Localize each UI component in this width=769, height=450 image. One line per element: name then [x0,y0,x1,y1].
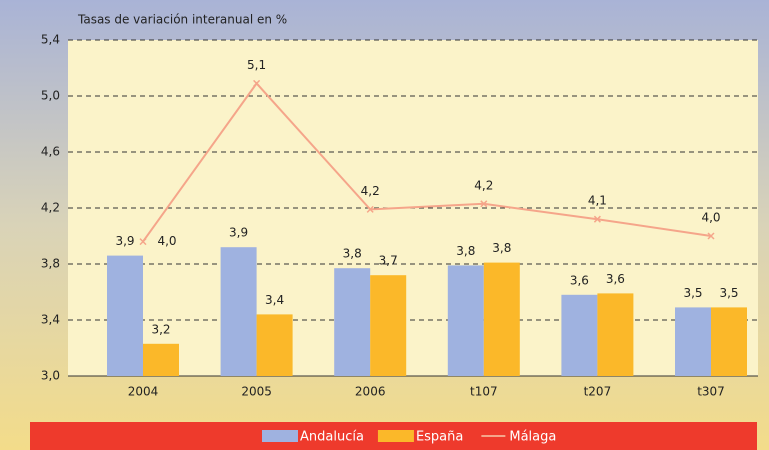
value-label: 3,2 [151,322,170,336]
y-tick-label: 3,8 [41,257,60,271]
bar [561,294,598,376]
chart-title: Tasas de variación interanual en % [77,13,287,27]
y-tick-label: 4,6 [41,145,60,159]
value-label: 5,1 [247,58,266,72]
marker [139,238,147,246]
bar [711,307,747,376]
line [142,81,712,243]
bar [483,262,520,376]
value-label: 4,0 [157,234,176,248]
x-tick-label: t207 [584,385,612,399]
bar [675,307,711,376]
x-tick-label: 2006 [355,385,386,399]
bar [107,255,143,376]
legend-label: España [416,430,463,445]
x-tick-label: 2005 [241,385,272,399]
value-label: 4,1 [588,194,607,208]
value-label: 3,6 [606,272,625,286]
bar [220,247,257,376]
value-label: 3,5 [719,286,738,300]
value-label: 4,2 [361,184,380,198]
y-tick-label: 3,4 [41,313,60,327]
marker [480,200,488,208]
value-label: 3,8 [456,244,475,258]
bar [447,265,484,376]
marker [707,232,715,240]
legend-label: Málaga [509,430,556,445]
value-label: 3,7 [379,254,398,268]
value-label: 3,4 [265,293,284,307]
x-tick-label: t307 [697,385,725,399]
bar [370,275,407,376]
value-label: 3,8 [343,247,362,261]
legend-swatch [377,430,414,442]
value-label: 3,9 [229,226,248,240]
marker [593,215,601,223]
legend-swatch [262,430,298,442]
legend-label: Andalucía [300,430,364,445]
value-label: 3,8 [492,241,511,255]
y-tick-label: 4,2 [41,201,60,215]
y-tick-label: 3,0 [41,369,60,383]
marker [366,205,374,213]
bar [334,268,371,376]
bar [256,314,293,376]
bar [597,293,634,376]
x-tick-label: t107 [470,385,498,399]
x-tick-label: 2004 [128,385,159,399]
marker [253,79,261,87]
value-label: 4,2 [474,178,493,192]
value-label: 3,5 [683,286,702,300]
y-tick-label: 5,0 [41,89,60,103]
value-label: 3,9 [115,234,134,248]
y-tick-label: 5,4 [41,33,60,47]
value-label: 3,6 [570,273,589,287]
bar [143,343,179,376]
value-label: 4,0 [701,211,720,225]
